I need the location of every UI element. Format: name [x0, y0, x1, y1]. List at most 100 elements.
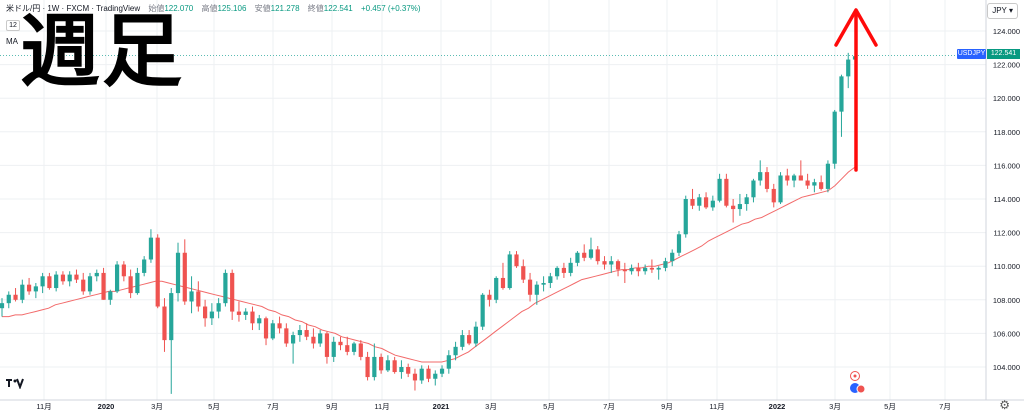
close-label: 終値 [307, 4, 324, 13]
ma-indicator-label[interactable]: MA [6, 37, 18, 46]
candle-body [304, 330, 309, 337]
candle-body [541, 283, 546, 285]
change-value: +0.457 (+0.37%) [360, 4, 421, 13]
candle-body [629, 267, 634, 272]
candle-body [670, 252, 675, 262]
candle-body [54, 274, 59, 289]
x-tick-label: 11月 [709, 402, 724, 411]
candle-body [101, 272, 106, 300]
candle-body [331, 341, 336, 357]
candle-body [819, 182, 824, 189]
y-tick-label: 108.000 [993, 296, 1020, 305]
candle-body [683, 199, 688, 235]
x-tick-label: 9月 [326, 402, 338, 411]
arrow-head [834, 8, 878, 47]
candle-body [500, 277, 506, 289]
candle-body [636, 267, 641, 272]
candle-body [311, 336, 316, 344]
candle-body [724, 178, 729, 206]
candle-body [121, 264, 126, 277]
candle-body [527, 279, 533, 295]
candle-body [26, 284, 32, 292]
candle-body [588, 249, 594, 258]
y-tick-label: 120.000 [993, 94, 1020, 103]
candle-body [81, 279, 86, 292]
candle-body [758, 172, 763, 181]
candle-body [595, 249, 600, 262]
candle-body [250, 311, 255, 324]
y-tick-label: 106.000 [993, 329, 1020, 338]
x-tick-label: 11月 [374, 402, 389, 411]
candle-body [690, 199, 695, 206]
candle-body [703, 197, 709, 208]
candle-body [609, 261, 614, 265]
candle-body [785, 175, 790, 181]
candle-body [507, 254, 512, 289]
chevron-down-icon: ▾ [1008, 6, 1013, 15]
candle-body [480, 294, 485, 327]
candle-body [345, 345, 350, 352]
candle-body [771, 188, 776, 203]
candle-body [392, 360, 397, 373]
currency-label: JPY [992, 6, 1007, 15]
candle-body [385, 360, 390, 371]
candle-body [202, 306, 208, 319]
candle-body [717, 178, 722, 201]
candle-body [230, 272, 235, 312]
high-value: 125.106 [217, 4, 247, 13]
candle-body [148, 237, 154, 260]
symbol-label[interactable]: 米ドル/円 · 1W · FXCM · TradingView [6, 4, 141, 13]
candle-body [216, 303, 221, 312]
candle-body [561, 267, 566, 273]
x-tick-label: 9月 [661, 402, 673, 411]
candle-body [521, 266, 526, 280]
candle-body [182, 252, 187, 302]
candle-body [291, 335, 296, 344]
candle-body [412, 373, 418, 381]
candle-body [473, 326, 478, 344]
candle-body [439, 368, 445, 374]
open-value: 122.070 [164, 4, 194, 13]
y-tick-label: 110.000 [993, 262, 1020, 271]
candle-body [114, 264, 120, 292]
gear-icon[interactable]: ⚙ [999, 398, 1010, 412]
close-value: 122.541 [323, 4, 353, 13]
low-label: 安値 [254, 4, 271, 13]
candle-body [548, 276, 553, 283]
currency-dropdown[interactable]: JPY ▾ [987, 3, 1018, 19]
pair-price-tag: USDJPY [957, 49, 986, 59]
candle-body [223, 272, 228, 304]
candle-body [324, 333, 330, 357]
candle-body [676, 234, 682, 253]
candle-body [426, 368, 431, 379]
x-tick-label: 5月 [543, 402, 555, 411]
moving-average-layer [2, 166, 856, 363]
candle-body [487, 294, 492, 300]
candle-body [6, 294, 11, 304]
candle-body [175, 252, 181, 294]
tradingview-logo-icon[interactable] [6, 377, 24, 393]
candle-body [236, 311, 242, 315]
collapse-legend-button[interactable]: 12 [6, 20, 20, 31]
candle-body [575, 252, 580, 263]
candle-body [656, 267, 661, 270]
x-tick-label: 11月 [36, 402, 51, 411]
candle-body [20, 284, 25, 300]
candle-body [297, 330, 302, 336]
candle-body [209, 311, 214, 319]
x-tick-label: 3月 [151, 402, 163, 411]
candle-body [358, 343, 363, 357]
candle-body [846, 59, 851, 77]
annotation-arrow [834, 8, 878, 172]
x-tick-label: 5月 [208, 402, 220, 411]
x-tick-label: 3月 [485, 402, 497, 411]
candle-body [446, 355, 451, 369]
y-tick-label: 124.000 [993, 27, 1020, 36]
candle-body [60, 274, 66, 282]
candle-body [135, 272, 140, 294]
candle-body [169, 293, 174, 341]
candle-body [243, 311, 248, 315]
candle-body [155, 237, 160, 307]
